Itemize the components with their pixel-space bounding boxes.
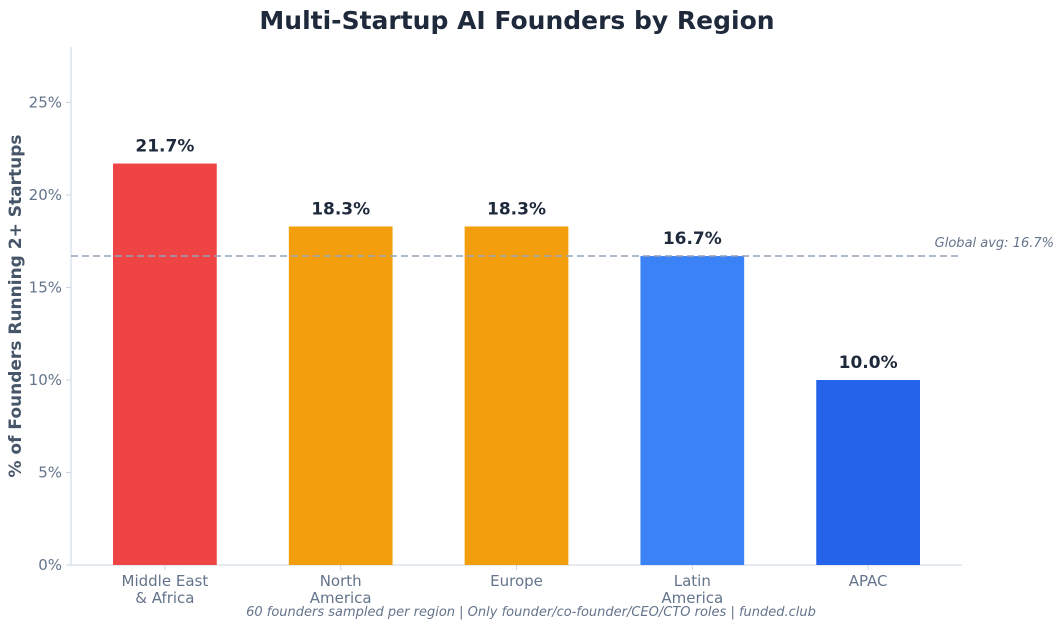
x-tick-label: APAC (849, 572, 888, 590)
bar (816, 380, 920, 565)
bar-value-label: 10.0% (839, 353, 898, 373)
bar-value-label: 18.3% (311, 199, 370, 219)
x-tick-label: Latin (674, 572, 711, 590)
x-tick-label: Middle East (122, 572, 209, 590)
x-tick-label: & Africa (135, 589, 194, 607)
x-tick-label: Europe (490, 572, 543, 590)
bar-value-label: 21.7% (135, 137, 194, 157)
y-tick-label: 0% (38, 556, 62, 574)
footnote: 60 founders sampled per region | Only fo… (246, 605, 816, 620)
y-tick-label: 20% (29, 186, 62, 204)
bar (113, 163, 217, 566)
bar-value-label: 18.3% (487, 199, 546, 219)
global-average-label: Global avg: 16.7% (935, 236, 1054, 251)
y-axis-label: % of Founders Running 2+ Startups (6, 134, 26, 477)
y-tick-label: 10% (29, 371, 62, 389)
y-tick-label: 15% (29, 279, 62, 297)
x-tick-label: America (310, 589, 372, 607)
x-tick-label: North (320, 572, 362, 590)
bar (288, 226, 393, 565)
x-tick-label: America (661, 589, 723, 607)
y-tick-label: 25% (29, 94, 62, 112)
bar-value-label: 16.7% (663, 229, 722, 249)
chart-title: Multi-Startup AI Founders by Region (259, 6, 774, 35)
bar (640, 256, 745, 565)
bar (464, 226, 569, 565)
y-tick-label: 5% (38, 464, 62, 482)
